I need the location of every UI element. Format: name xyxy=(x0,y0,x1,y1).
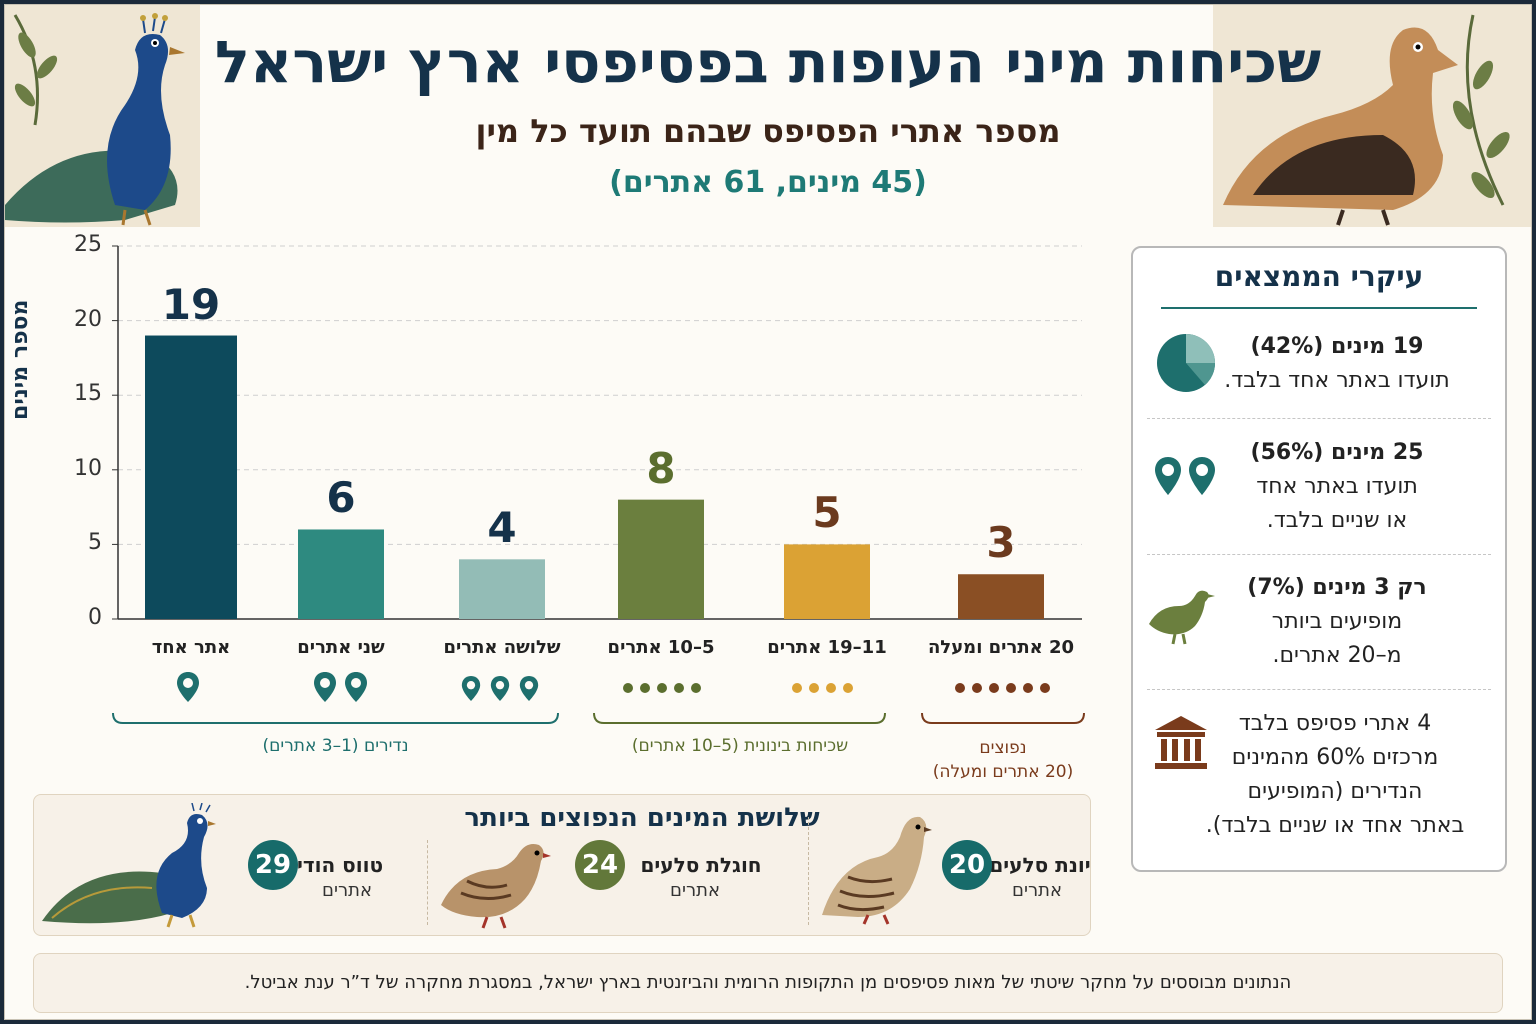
finding-2-line1: 25 מינים (56%) xyxy=(1250,440,1424,465)
finding-4: 4 אתרי פסיפס בלבד מרכזים 60% מהמינים הנד… xyxy=(1185,707,1485,843)
y-tick-label: 0 xyxy=(88,605,102,630)
finding-4-line3: הנדירים (המופיעים xyxy=(1247,779,1423,804)
page-subtitle-counts: (45 מינים, 61 אתרים) xyxy=(609,165,927,200)
findings-panel: עיקרי הממצאים 19 מינים (42%) תועדו באתר … xyxy=(1131,246,1507,872)
finding-4-line2: מרכזים 60% מהמינים xyxy=(1231,745,1439,770)
finding-1-line1: 19 מינים (42%) xyxy=(1250,334,1424,359)
x-category-label: שני אתרים xyxy=(297,637,385,658)
page-title: שכיחות מיני העופות בפסיפסי ארץ ישראל xyxy=(214,28,1322,96)
x-category-label: 5–10 אתרים xyxy=(607,637,715,658)
pie-chart-icon xyxy=(1157,334,1216,392)
chukar-partridge-icon xyxy=(441,844,551,929)
finding-4-line4: באתר אחד או שניים בלבד). xyxy=(1205,813,1465,838)
finding-2-line3: או שניים בלבד. xyxy=(1266,508,1408,533)
x-category-label: 20 אתרים ומעלה xyxy=(927,637,1075,658)
group-common-line1: נפוצים xyxy=(979,738,1027,758)
y-tick-label: 25 xyxy=(74,232,102,257)
duck-mosaic-corner xyxy=(1213,5,1531,227)
bar-value-label: 5 xyxy=(812,488,842,538)
bar-value-label: 8 xyxy=(646,443,676,493)
medium-dots-icon xyxy=(623,683,701,693)
bar xyxy=(298,529,384,619)
bar-chart xyxy=(112,245,1082,620)
pin-icon xyxy=(461,676,481,701)
page-subtitle: מספר אתרי הפסיפס שבהם תועד כל מין xyxy=(475,112,1061,150)
pin-icon xyxy=(177,672,199,702)
divider xyxy=(1147,689,1491,690)
finding-2: 25 מינים (56%) תועדו באתר אחד או שניים ב… xyxy=(1197,436,1477,538)
category-icons xyxy=(177,672,1050,702)
peacock-mosaic-corner xyxy=(5,5,200,227)
group-common-line2: (20 אתרים ומעלה) xyxy=(932,762,1074,782)
group-brackets xyxy=(112,712,1085,724)
bar xyxy=(145,335,237,619)
species-divider xyxy=(427,840,428,925)
x-category-label: 11–19 אתרים xyxy=(767,637,887,658)
bar xyxy=(784,544,870,619)
species-1-name: יונת סלעים xyxy=(989,853,1091,877)
bar-value-label: 6 xyxy=(326,473,356,523)
rock-dove-icon xyxy=(822,816,932,925)
species-2-count-badge: 24 xyxy=(575,840,625,890)
location-pins-icon xyxy=(1155,457,1215,495)
x-category-label: שלושה אתרים xyxy=(443,637,561,658)
species-2-unit: אתרים xyxy=(670,880,720,901)
pin-icon xyxy=(490,676,510,701)
peacock-icon xyxy=(42,803,216,928)
species-1-count-badge: 20 xyxy=(942,840,992,890)
finding-1: 19 מינים (42%) תועדו באתר אחד בלבד. xyxy=(1197,330,1477,398)
finding-4-line1: 4 אתרי פסיפס בלבד xyxy=(1238,711,1432,736)
x-category-label: אתר אחד xyxy=(151,637,231,658)
bar xyxy=(618,499,704,619)
species-divider xyxy=(808,817,809,925)
source-footer: הנתונים מבוססים על מחקר שיטתי של מאות פס… xyxy=(33,953,1503,1013)
y-tick-label: 10 xyxy=(74,455,102,481)
species-3-count-badge: 29 xyxy=(248,840,298,890)
pin-icon xyxy=(345,672,367,702)
finding-3-line3: מ–20 אתרים. xyxy=(1272,643,1402,668)
pin-icon xyxy=(314,672,336,702)
findings-title-underline xyxy=(1161,307,1477,309)
species-1-unit: אתרים xyxy=(1012,880,1062,901)
finding-3-line2: מופיעים ביותר xyxy=(1271,609,1403,634)
common-dots-icon xyxy=(955,683,1050,693)
finding-3: רק 3 מינים (7%) מופיעים ביותר מ–20 אתרים… xyxy=(1197,571,1477,673)
bar xyxy=(958,574,1044,619)
pin-icon xyxy=(519,676,539,701)
upper-dots-icon xyxy=(792,683,853,693)
y-tick-label: 20 xyxy=(74,306,102,332)
bar-value-label: 3 xyxy=(986,518,1016,568)
group-common-label: נפוצים (20 אתרים ומעלה) xyxy=(903,736,1103,784)
finding-2-line2: תועדו באתר אחד xyxy=(1256,474,1418,499)
bar-value-label: 4 xyxy=(487,503,517,553)
finding-3-line1: רק 3 מינים (7%) xyxy=(1247,575,1427,600)
top-species-title: שלושת המינים הנפוצים ביותר xyxy=(464,803,820,833)
species-2-name: חוגלת סלעים xyxy=(640,853,762,877)
findings-title: עיקרי הממצאים xyxy=(1214,260,1424,293)
bar-value-label: 19 xyxy=(161,279,221,329)
museum-icon xyxy=(1155,716,1207,769)
y-tick-label: 5 xyxy=(88,530,102,556)
group-rare-label: נדירים (1–3 אתרים) xyxy=(262,736,409,756)
divider xyxy=(1147,554,1491,555)
bar xyxy=(459,559,545,619)
species-3-name: טווס הודי xyxy=(296,853,384,877)
group-medium-label: שכיחות בינונית (5–10 אתרים) xyxy=(631,736,849,756)
partridge-icon xyxy=(1149,590,1215,645)
divider xyxy=(1147,418,1491,419)
finding-1-line2: תועדו באתר אחד בלבד. xyxy=(1224,368,1450,393)
y-tick-label: 15 xyxy=(74,381,102,407)
species-3-unit: אתרים xyxy=(322,880,372,901)
